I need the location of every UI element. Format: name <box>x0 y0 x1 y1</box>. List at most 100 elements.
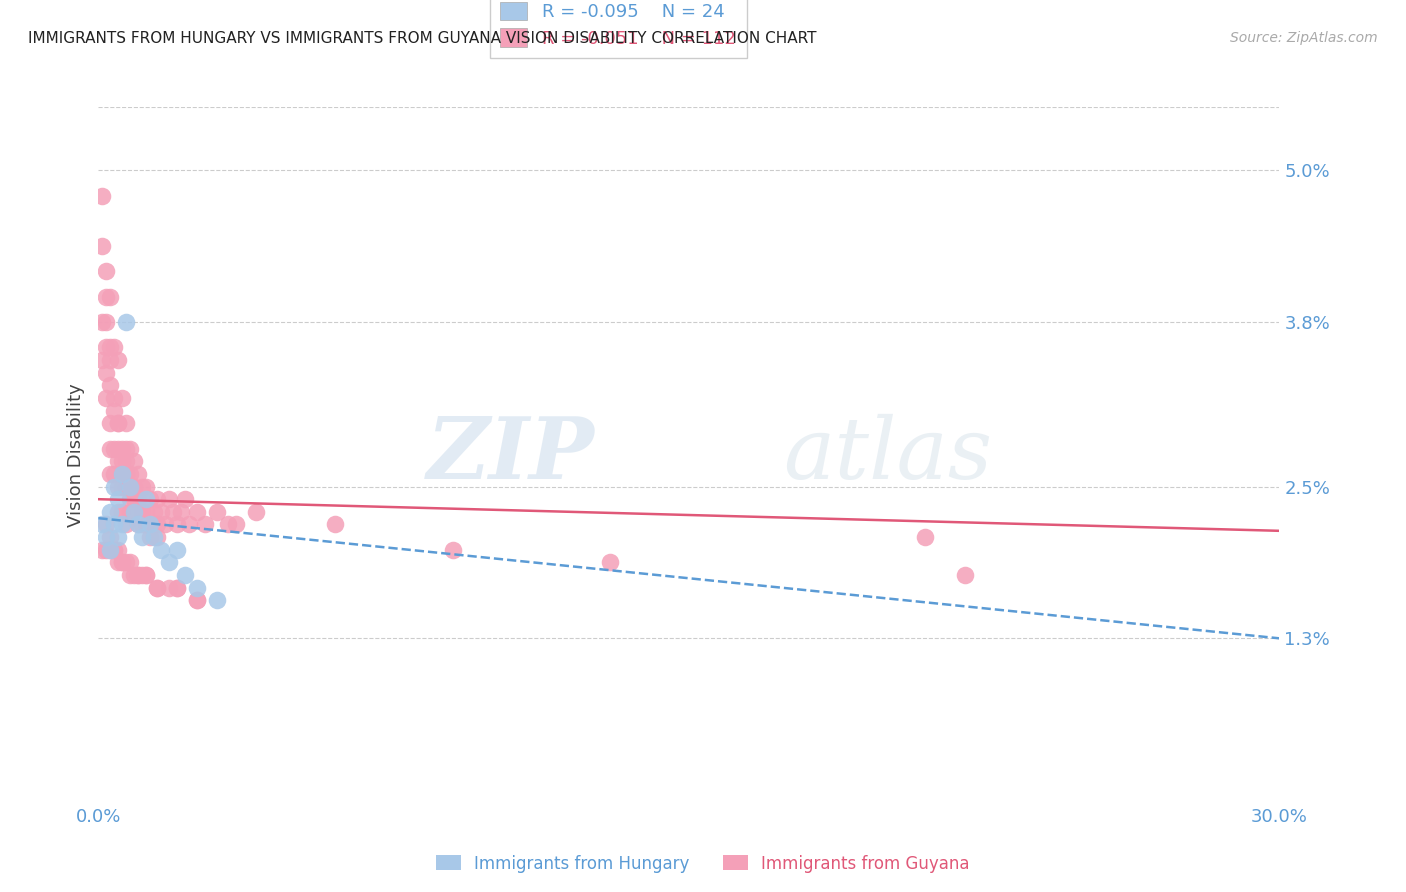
Point <box>135 479 157 493</box>
Point <box>135 517 157 532</box>
Point <box>131 530 153 544</box>
Point <box>142 530 165 544</box>
Point <box>131 517 153 532</box>
Point <box>138 530 160 544</box>
Point <box>111 454 134 468</box>
Point <box>115 556 138 570</box>
Text: ZIP: ZIP <box>426 413 595 497</box>
Point <box>115 454 138 468</box>
Point <box>142 505 165 519</box>
Y-axis label: Vision Disability: Vision Disability <box>66 383 84 527</box>
Point <box>107 542 129 557</box>
Point <box>166 517 188 532</box>
Point <box>599 556 621 570</box>
Point <box>127 568 149 582</box>
Point <box>914 530 936 544</box>
Point <box>245 505 267 519</box>
Point <box>96 340 118 354</box>
Point <box>91 188 114 202</box>
Point <box>96 366 118 380</box>
Point <box>118 467 141 481</box>
Point <box>138 492 160 507</box>
Point <box>127 568 149 582</box>
Point <box>103 340 125 354</box>
Point <box>131 568 153 582</box>
Point <box>118 492 141 507</box>
Point <box>138 517 160 532</box>
Legend: Immigrants from Hungary, Immigrants from Guyana: Immigrants from Hungary, Immigrants from… <box>429 848 977 880</box>
Point <box>91 239 114 253</box>
Point <box>98 417 121 431</box>
Point <box>174 568 197 582</box>
Point <box>111 505 134 519</box>
Point <box>91 517 114 532</box>
Point <box>111 467 134 481</box>
Point <box>150 542 173 557</box>
Point <box>96 542 118 557</box>
Point <box>107 442 129 456</box>
Point <box>96 264 118 278</box>
Point <box>135 568 157 582</box>
Text: Source: ZipAtlas.com: Source: ZipAtlas.com <box>1230 31 1378 45</box>
Point <box>98 353 121 368</box>
Point <box>138 517 160 532</box>
Point <box>111 442 134 456</box>
Point <box>98 542 121 557</box>
Point <box>441 542 464 557</box>
Point <box>115 417 138 431</box>
Point <box>111 467 134 481</box>
Point <box>162 505 184 519</box>
Point <box>96 290 118 304</box>
Point <box>122 479 145 493</box>
Point <box>186 593 208 607</box>
Point <box>127 517 149 532</box>
Point <box>146 581 169 595</box>
Point <box>135 568 157 582</box>
Text: atlas: atlas <box>783 414 993 496</box>
Point <box>166 581 188 595</box>
Point <box>107 479 129 493</box>
Point <box>107 556 129 570</box>
Point <box>98 467 121 481</box>
Point <box>157 581 180 595</box>
Point <box>146 530 169 544</box>
Point <box>146 517 169 532</box>
Point <box>115 479 138 493</box>
Point <box>111 479 134 493</box>
Point <box>118 479 141 493</box>
Point <box>122 505 145 519</box>
Point <box>96 391 118 405</box>
Point <box>96 517 118 532</box>
Point <box>107 530 129 544</box>
Point <box>98 442 121 456</box>
Point <box>111 391 134 405</box>
Point <box>166 542 188 557</box>
Point <box>225 517 247 532</box>
Point <box>98 378 121 392</box>
Point <box>122 454 145 468</box>
Point <box>103 542 125 557</box>
Point <box>103 403 125 417</box>
Point <box>186 593 208 607</box>
Point <box>107 454 129 468</box>
Point <box>157 556 180 570</box>
Point <box>103 542 125 557</box>
Point <box>177 517 200 532</box>
Point <box>98 542 121 557</box>
Point <box>194 517 217 532</box>
Point <box>115 467 138 481</box>
Point <box>107 492 129 507</box>
Point <box>146 492 169 507</box>
Point <box>186 505 208 519</box>
Point <box>91 542 114 557</box>
Point <box>205 505 228 519</box>
Point <box>157 492 180 507</box>
Point <box>118 479 141 493</box>
Point <box>205 593 228 607</box>
Point <box>91 353 114 368</box>
Point <box>131 479 153 493</box>
Point <box>135 492 157 507</box>
Point <box>155 517 177 532</box>
Point <box>107 417 129 431</box>
Point <box>174 492 197 507</box>
